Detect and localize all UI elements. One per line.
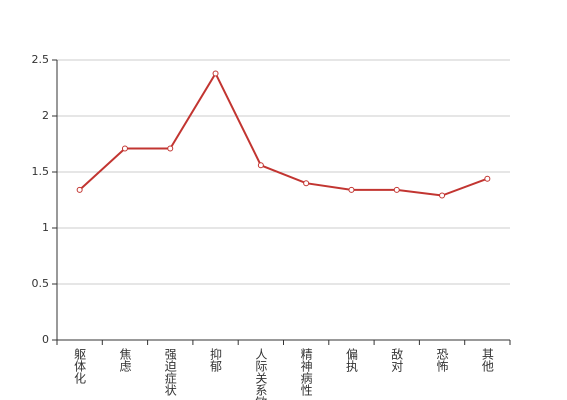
point	[303, 180, 310, 187]
x-tick-label: 人际关系敏感	[254, 348, 268, 400]
line	[78, 71, 488, 197]
x-tick-label: 精神病性	[299, 348, 313, 397]
y-tick-label: 1	[42, 221, 49, 234]
point	[257, 162, 264, 169]
point	[439, 192, 446, 199]
x-tick-label: 其他	[480, 348, 494, 372]
point	[484, 175, 491, 182]
y-tick-label: 2	[42, 109, 49, 122]
x-tick-label: 敌对	[390, 347, 404, 372]
y-tick-label: 0	[42, 333, 49, 346]
x-tick-label: 偏执	[344, 347, 358, 373]
point	[212, 70, 219, 77]
point	[393, 186, 400, 193]
point	[76, 186, 83, 193]
point	[167, 145, 174, 152]
x-tick-label: 强迫症状	[163, 348, 177, 396]
point	[121, 145, 128, 152]
x-tick-label: 焦虑	[118, 348, 132, 372]
x-tick-label: 恐怖	[435, 348, 449, 372]
y-tick-label: 1.5	[32, 165, 50, 178]
y-tick-label: 0.5	[32, 277, 50, 290]
y-tick-label: 2.5	[32, 53, 50, 66]
x-tick-label: 躯体化	[73, 347, 87, 385]
x-tick-label: 抑郁	[209, 347, 223, 373]
point	[348, 186, 355, 193]
